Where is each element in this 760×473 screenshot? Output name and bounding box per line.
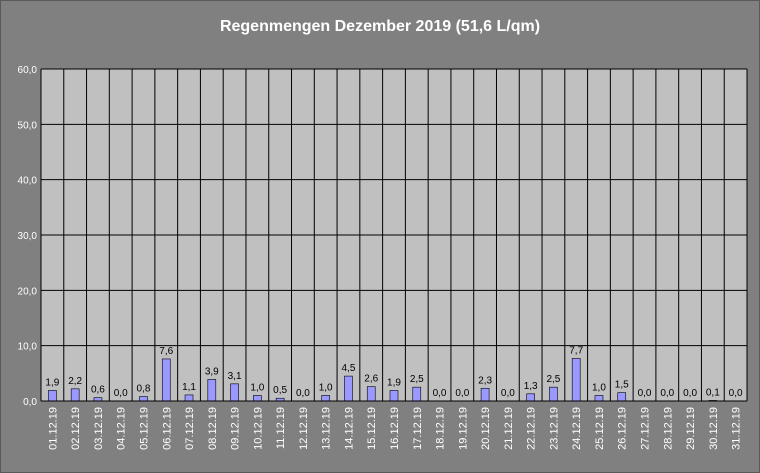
x-tick-label: 09.12.19 (230, 407, 242, 450)
bar (70, 388, 80, 402)
y-tick-label: 10,0 (18, 342, 38, 353)
data-label: 3,1 (228, 371, 242, 382)
bar (344, 375, 353, 402)
data-label: 0,0 (638, 388, 652, 399)
bar (366, 386, 376, 402)
x-tick-label: 16.12.19 (389, 407, 401, 450)
bar (594, 395, 604, 402)
bar (480, 387, 490, 402)
y-tick-label: 50,0 (18, 120, 38, 131)
data-label: 0,0 (455, 388, 469, 399)
x-tick-label: 30.12.19 (708, 407, 720, 450)
y-tick-label: 0,0 (23, 397, 37, 408)
y-tick-label: 40,0 (18, 176, 38, 187)
x-tick-label: 04.12.19 (116, 407, 128, 450)
data-label: 0,1 (706, 387, 720, 398)
data-label: 2,6 (364, 374, 378, 385)
bar (617, 392, 627, 402)
x-tick-label: 21.12.19 (503, 407, 515, 450)
bar (207, 379, 217, 402)
x-tick-label: 06.12.19 (161, 407, 173, 450)
x-tick-label: 18.12.19 (435, 407, 447, 450)
x-tick-label: 01.12.19 (47, 407, 59, 450)
bar (48, 390, 57, 402)
data-label: 1,9 (387, 377, 401, 388)
data-label: 0,0 (501, 388, 515, 399)
x-tick-label: 02.12.19 (70, 407, 82, 450)
x-tick-label: 10.12.19 (252, 407, 264, 450)
data-label: 1,9 (45, 377, 59, 388)
data-label: 2,5 (546, 374, 560, 385)
bar (184, 394, 194, 402)
x-tick-label: 31.12.19 (731, 407, 743, 450)
data-label: 1,5 (615, 380, 629, 391)
bar (389, 390, 399, 402)
data-label: 0,0 (296, 388, 310, 399)
data-label: 0,6 (91, 385, 105, 396)
x-tick-label: 28.12.19 (662, 407, 674, 450)
data-label: 0,0 (114, 388, 128, 399)
y-tick-label: 20,0 (18, 286, 38, 297)
data-label: 1,0 (592, 382, 606, 393)
bar (526, 393, 535, 402)
data-label: 0,0 (433, 388, 447, 399)
x-tick-label: 17.12.19 (412, 407, 424, 450)
y-tick-label: 30,0 (18, 231, 38, 242)
chart-title: Regenmengen Dezember 2019 (51,6 L/qm) (219, 18, 541, 35)
data-label: 1,1 (182, 382, 196, 393)
x-tick-label: 05.12.19 (138, 407, 150, 450)
x-tick-label: 11.12.19 (275, 407, 287, 449)
x-tick-label: 26.12.19 (617, 407, 629, 450)
bar (161, 358, 171, 402)
x-tick-label: 08.12.19 (207, 407, 219, 450)
data-label: 2,5 (410, 374, 424, 385)
x-tick-label: 22.12.19 (526, 407, 538, 450)
x-tick-label: 19.12.19 (457, 407, 469, 450)
bar (139, 396, 148, 402)
x-tick-label: 14.12.19 (343, 407, 355, 450)
data-label: 0,5 (273, 385, 287, 396)
x-tick-label: 25.12.19 (594, 407, 606, 450)
bar (549, 386, 558, 402)
x-tick-label: 20.12.19 (480, 407, 492, 450)
data-label: 1,3 (524, 381, 538, 392)
data-label: 2,2 (68, 376, 82, 387)
x-tick-label: 07.12.19 (184, 407, 196, 450)
data-label: 2,3 (478, 375, 492, 386)
y-tick-label: 60,0 (18, 65, 38, 76)
data-label: 7,7 (569, 345, 583, 356)
x-tick-label: 23.12.19 (548, 407, 560, 450)
x-tick-label: 12.12.19 (298, 407, 310, 450)
bar (412, 386, 422, 402)
data-label: 7,6 (159, 346, 173, 357)
data-label: 1,0 (250, 382, 264, 393)
data-label: 0,8 (137, 384, 151, 395)
x-tick-label: 27.12.19 (640, 407, 652, 450)
bar (321, 395, 330, 402)
bar (253, 395, 262, 402)
x-tick-label: 03.12.19 (93, 407, 105, 450)
bar (571, 358, 581, 402)
data-label: 1,0 (319, 382, 333, 393)
bar (230, 383, 239, 402)
data-label: 0,0 (729, 388, 743, 399)
x-tick-label: 29.12.19 (685, 407, 697, 450)
x-tick-label: 15.12.19 (366, 407, 378, 450)
data-label: 4,5 (341, 363, 355, 374)
x-tick-label: 13.12.19 (321, 407, 333, 450)
data-label: 3,9 (205, 366, 219, 377)
x-tick-label: 24.12.19 (571, 407, 583, 450)
data-label: 0,0 (683, 388, 697, 399)
data-label: 0,0 (660, 388, 674, 399)
